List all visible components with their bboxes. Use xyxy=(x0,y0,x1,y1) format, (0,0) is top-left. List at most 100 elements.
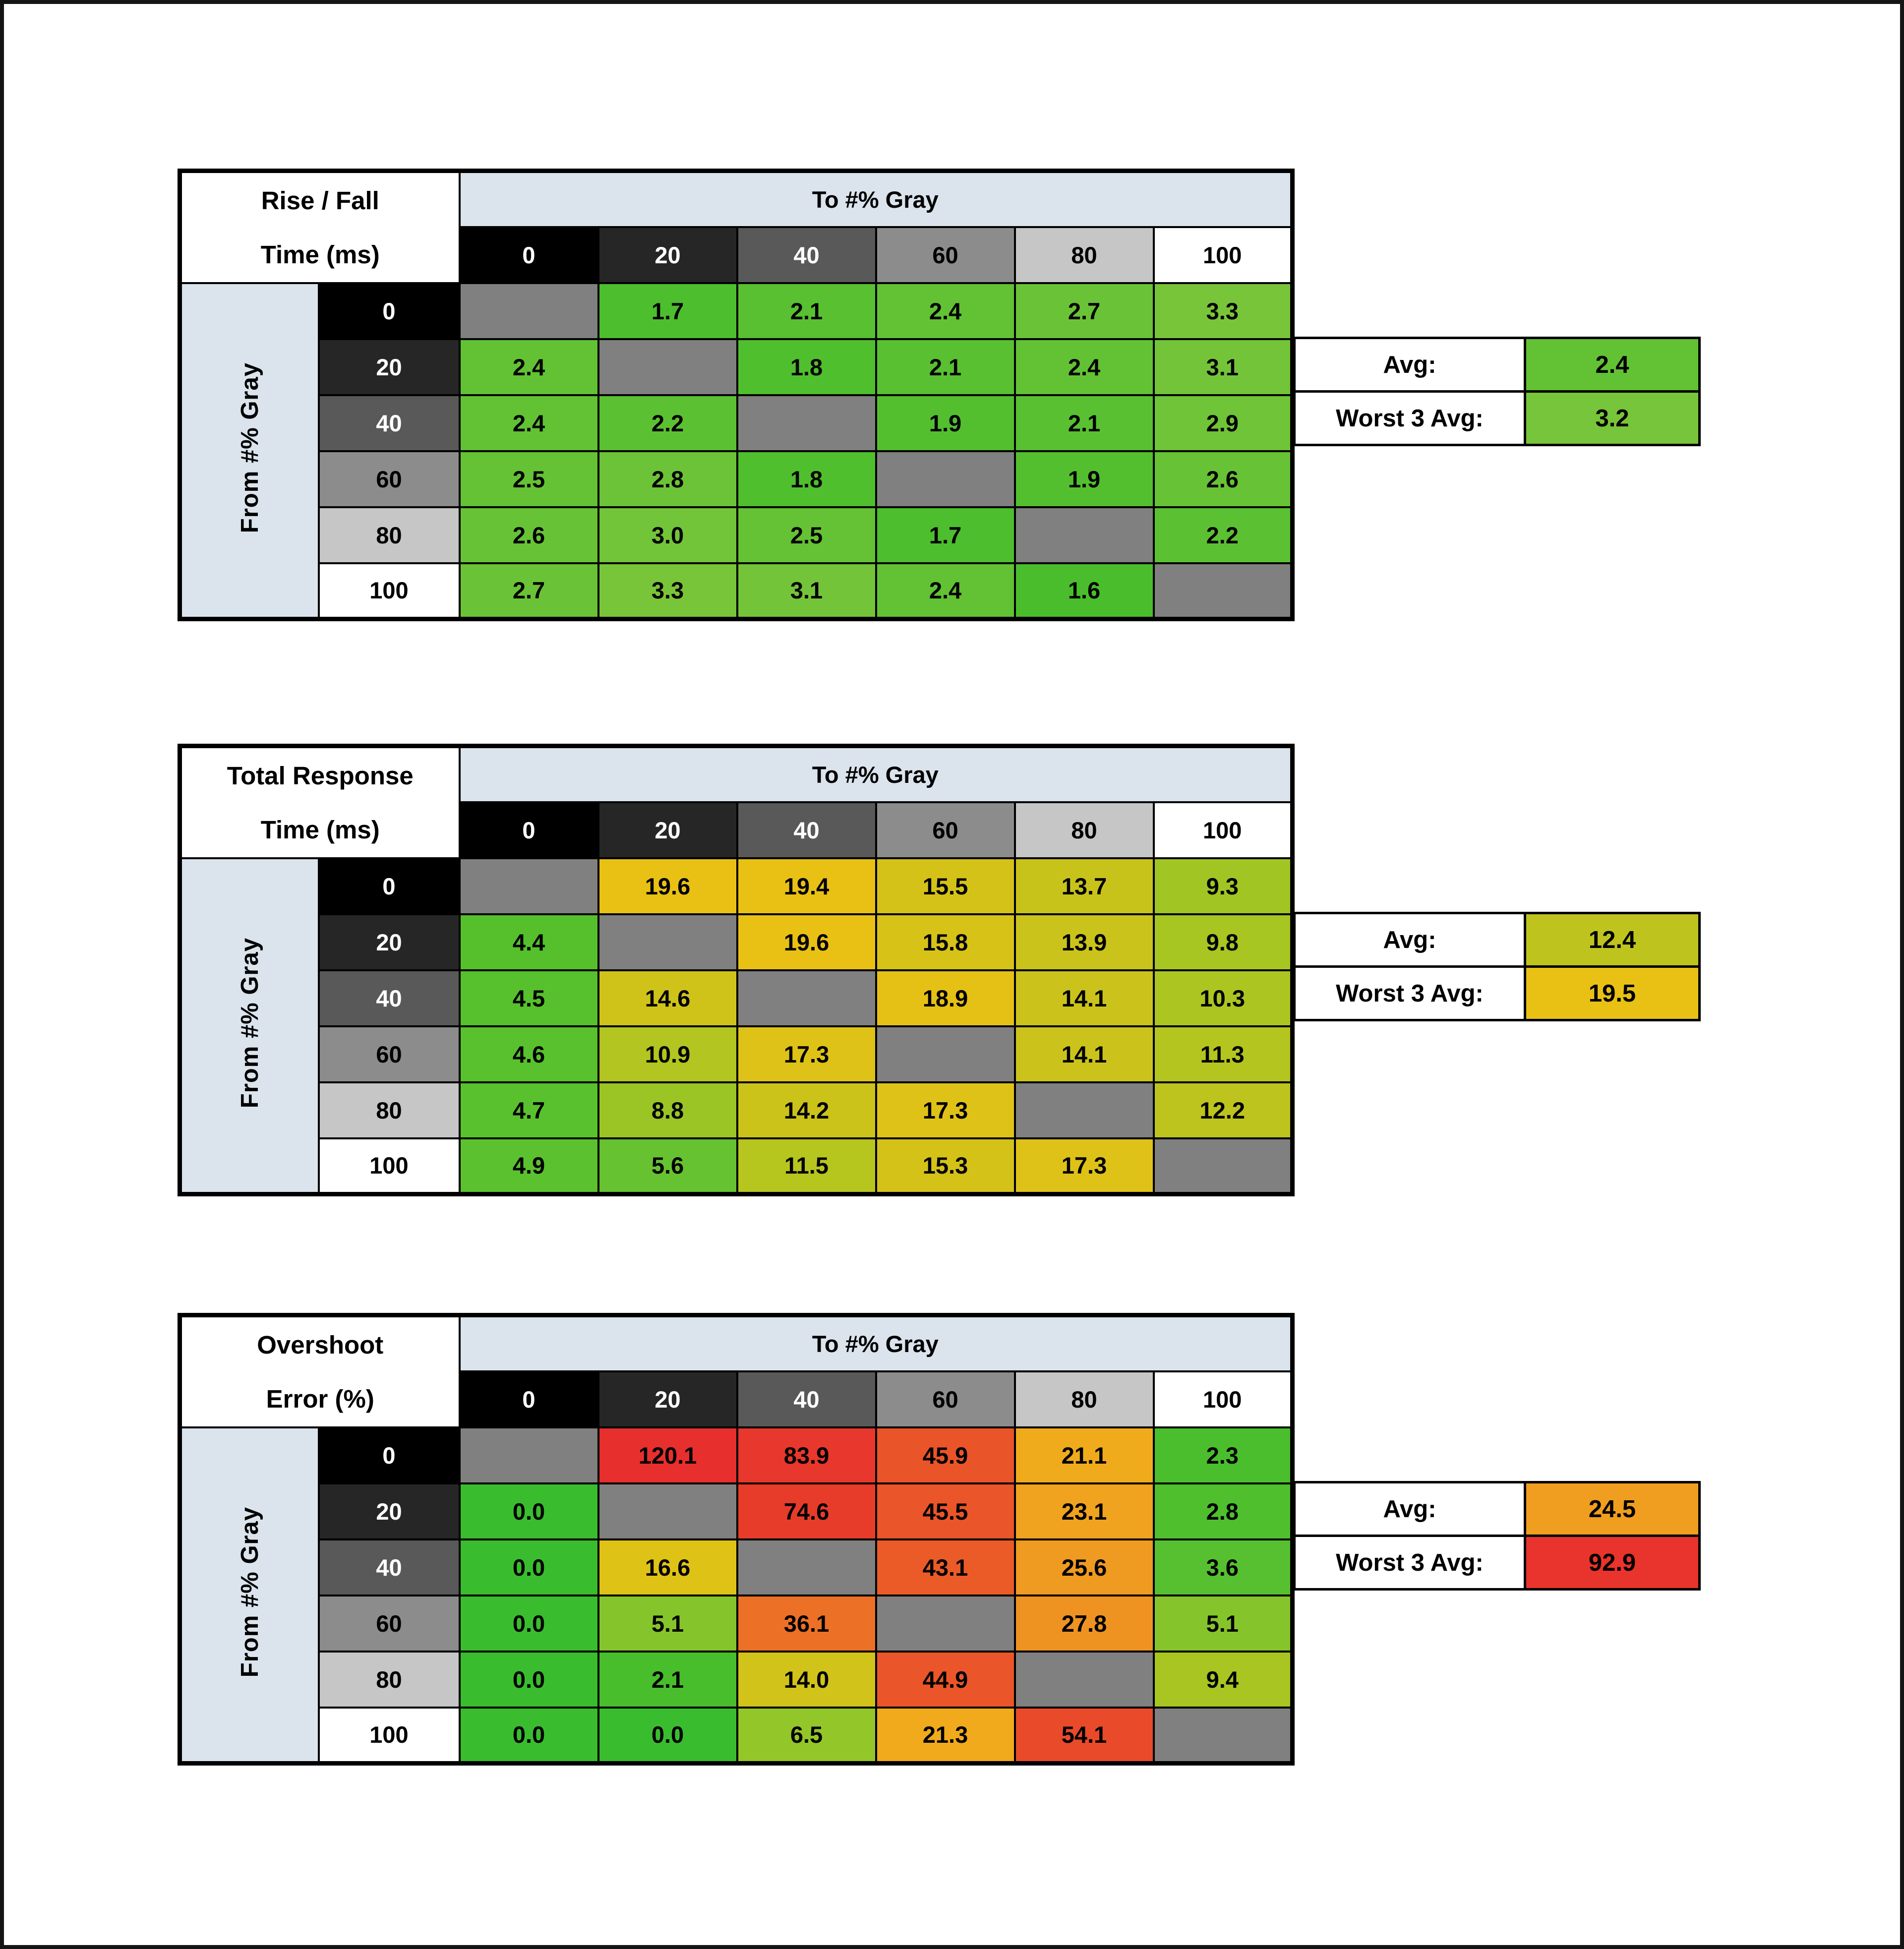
col-header-20: 20 xyxy=(597,1370,738,1428)
worst3-row: Worst 3 Avg: 92.9 xyxy=(1293,1535,1701,1591)
cell-from20-to80: 2.4 xyxy=(1013,338,1155,396)
worst3-value: 19.5 xyxy=(1526,965,1701,1021)
cell-from60-to80: 1.9 xyxy=(1013,450,1155,508)
cell-from60-to0: 2.5 xyxy=(458,450,599,508)
cell-diagonal xyxy=(736,1538,877,1596)
cell-from80-to100: 9.4 xyxy=(1152,1650,1294,1709)
cell-from60-to80: 14.1 xyxy=(1013,1025,1155,1083)
row-header-0: 0 xyxy=(317,857,461,915)
overshoot-error-section: Overshoot Error (%) To #% Gray 0 20 40 60 80 100… xyxy=(178,1313,1701,1766)
avg-row: Avg: 2.4 xyxy=(1293,337,1701,393)
row-header-20: 20 xyxy=(317,338,461,396)
cell-from100-to0: 2.7 xyxy=(458,562,599,620)
cell-from20-to40: 19.6 xyxy=(736,913,877,971)
cell-from60-to100: 11.3 xyxy=(1152,1025,1294,1083)
to-gray-header: To #% Gray xyxy=(458,170,1294,228)
cell-from100-to80: 17.3 xyxy=(1013,1137,1155,1195)
cell-from100-to0: 4.9 xyxy=(458,1137,599,1195)
cell-from100-to20: 0.0 xyxy=(597,1706,738,1765)
from-gray-label-text: From #% Gray xyxy=(236,937,263,1108)
cell-from100-to40: 11.5 xyxy=(736,1137,877,1195)
table-title-line1: Total Response xyxy=(227,761,414,790)
cell-diagonal xyxy=(597,913,738,971)
col-header-80: 80 xyxy=(1013,801,1155,859)
cell-from80-to60: 17.3 xyxy=(875,1081,1016,1139)
cell-from20-to100: 9.8 xyxy=(1152,913,1294,971)
cell-from80-to100: 2.2 xyxy=(1152,506,1294,564)
row-header-20: 20 xyxy=(317,1482,461,1540)
cell-diagonal xyxy=(458,1426,599,1484)
cell-from100-to20: 5.6 xyxy=(597,1137,738,1195)
col-header-20: 20 xyxy=(597,226,738,284)
cell-diagonal xyxy=(1013,1081,1155,1139)
row-header-80: 80 xyxy=(317,506,461,564)
col-header-60: 60 xyxy=(875,801,1016,859)
row-header-0: 0 xyxy=(317,1426,461,1484)
col-header-0: 0 xyxy=(458,226,599,284)
cell-from100-to40: 6.5 xyxy=(736,1706,877,1765)
row-header-100: 100 xyxy=(317,562,461,620)
cell-from40-to0: 4.5 xyxy=(458,969,599,1027)
cell-from20-to40: 1.8 xyxy=(736,338,877,396)
row-header-80: 80 xyxy=(317,1081,461,1139)
cell-from80-to0: 4.7 xyxy=(458,1081,599,1139)
cell-diagonal xyxy=(1013,506,1155,564)
cell-from80-to40: 14.0 xyxy=(736,1650,877,1709)
cell-diagonal xyxy=(1013,1650,1155,1709)
row-header-80: 80 xyxy=(317,1650,461,1709)
cell-diagonal xyxy=(1152,562,1294,620)
cell-diagonal xyxy=(597,1482,738,1540)
avg-label: Avg: xyxy=(1293,1481,1526,1537)
cell-from20-to100: 2.8 xyxy=(1152,1482,1294,1540)
row-header-40: 40 xyxy=(317,1538,461,1596)
cell-from40-to80: 2.1 xyxy=(1013,394,1155,452)
cell-from40-to80: 14.1 xyxy=(1013,969,1155,1027)
cell-from0-to80: 21.1 xyxy=(1013,1426,1155,1484)
total-response-time-section: Total Response Time (ms) To #% Gray 0 20 40 60… xyxy=(178,744,1701,1196)
col-header-20: 20 xyxy=(597,801,738,859)
row-header-100: 100 xyxy=(317,1706,461,1765)
worst3-label: Worst 3 Avg: xyxy=(1293,1535,1526,1591)
worst3-value: 92.9 xyxy=(1526,1535,1701,1591)
table-title-line1: Overshoot xyxy=(257,1330,384,1359)
cell-from0-to100: 9.3 xyxy=(1152,857,1294,915)
overshoot-error-table: Overshoot Error (%) To #% Gray 0 20 40 60 80 100… xyxy=(178,1313,1295,1766)
col-header-60: 60 xyxy=(875,1370,1016,1428)
cell-from0-to100: 2.3 xyxy=(1152,1426,1294,1484)
col-header-60: 60 xyxy=(875,226,1016,284)
cell-from0-to80: 2.7 xyxy=(1013,282,1155,340)
col-header-40: 40 xyxy=(736,226,877,284)
worst3-row: Worst 3 Avg: 19.5 xyxy=(1293,965,1701,1021)
cell-from20-to0: 0.0 xyxy=(458,1482,599,1540)
col-header-40: 40 xyxy=(736,801,877,859)
col-header-40: 40 xyxy=(736,1370,877,1428)
cell-from100-to60: 21.3 xyxy=(875,1706,1016,1765)
cell-from0-to40: 83.9 xyxy=(736,1426,877,1484)
from-gray-label: From #% Gray xyxy=(178,282,320,620)
cell-from0-to40: 2.1 xyxy=(736,282,877,340)
cell-from100-to0: 0.0 xyxy=(458,1706,599,1765)
cell-diagonal xyxy=(875,1594,1016,1653)
cell-from40-to0: 2.4 xyxy=(458,394,599,452)
table-title-line2: Time (ms) xyxy=(260,815,380,844)
cell-from80-to0: 2.6 xyxy=(458,506,599,564)
cell-from0-to20: 120.1 xyxy=(597,1426,738,1484)
avg-row: Avg: 12.4 xyxy=(1293,912,1701,968)
cell-from80-to40: 2.5 xyxy=(736,506,877,564)
cell-from60-to20: 2.8 xyxy=(597,450,738,508)
from-gray-label-text: From #% Gray xyxy=(236,362,263,533)
cell-diagonal xyxy=(875,1025,1016,1083)
cell-from0-to60: 45.9 xyxy=(875,1426,1016,1484)
cell-from20-to40: 74.6 xyxy=(736,1482,877,1540)
cell-from40-to20: 2.2 xyxy=(597,394,738,452)
table-title: Overshoot Error (%) xyxy=(178,1314,461,1428)
cell-from20-to80: 23.1 xyxy=(1013,1482,1155,1540)
table-title: Rise / Fall Time (ms) xyxy=(178,170,461,284)
cell-diagonal xyxy=(458,282,599,340)
cell-from40-to60: 1.9 xyxy=(875,394,1016,452)
cell-from20-to0: 2.4 xyxy=(458,338,599,396)
cell-diagonal xyxy=(597,338,738,396)
cell-from80-to20: 2.1 xyxy=(597,1650,738,1709)
cell-from40-to100: 2.9 xyxy=(1152,394,1294,452)
cell-from80-to0: 0.0 xyxy=(458,1650,599,1709)
